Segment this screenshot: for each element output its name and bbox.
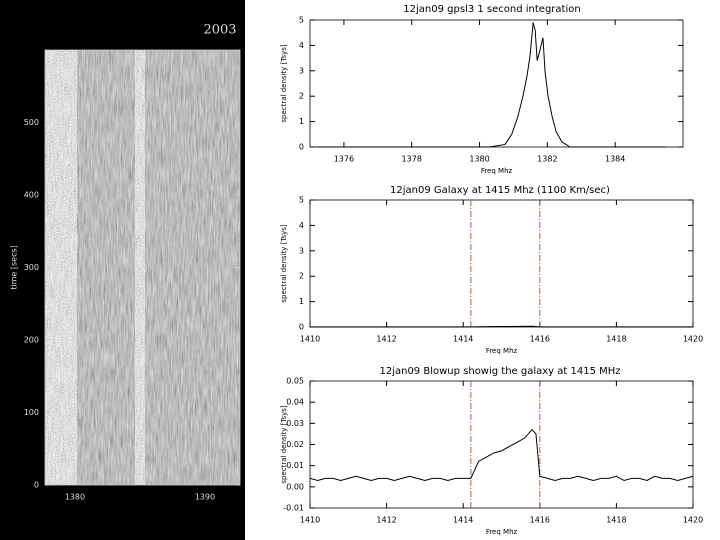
y-tick-label: 4 [299,41,304,50]
plot-frame [309,199,694,328]
y-tick-label: 500 [24,118,39,127]
y-tick-label: 0.02 [286,440,304,449]
x-axis-label: Freq Mhz [486,528,518,536]
y-tick-label: 3 [299,66,304,75]
x-tick-label: 1380 [469,155,489,164]
y-tick-label: 100 [24,408,39,417]
plot-frame [309,380,694,509]
y-tick-label: 300 [24,263,39,272]
spectrum-line [309,428,694,482]
x-tick-label: 1376 [334,155,354,164]
y-tick-label: 0 [299,143,304,152]
x-tick-label: 1380 [65,493,85,502]
y-tick-label: 400 [24,191,39,200]
x-tick-label: 1410 [300,335,320,344]
waterfall-noise-edge [45,50,77,485]
x-tick-label: 1390 [195,493,215,502]
y-tick-label: -0.01 [283,504,304,513]
y-tick-label: 0.00 [286,482,304,491]
y-tick-label: 2 [299,92,304,101]
x-tick-label: 1382 [537,155,557,164]
x-tick-label: 1416 [530,335,550,344]
spectrum-line [310,325,693,328]
y-tick-label: 0.03 [286,419,304,428]
y-axis-label: spectral density [Tsys] [280,224,288,303]
x-axis-label: Freq Mhz [481,167,513,175]
y-tick-label: 1 [299,297,304,306]
x-tick-label: 1420 [683,335,703,344]
y-tick-label: 1 [299,117,304,126]
x-axis-label: Freq Mhz [486,347,518,355]
x-tick-label: 1378 [402,155,422,164]
y-axis-label: spectral density [Tsys] [280,405,288,484]
chart-title: 2003 [203,23,236,38]
waterfall-stripe [135,50,145,485]
x-tick-label: 1416 [530,516,550,525]
y-tick-label: 200 [24,336,39,345]
chart-title: 12jan09 Galaxy at 1415 Mhz (1100 Km/sec) [390,185,610,196]
x-tick-label: 1412 [376,335,396,344]
x-tick-label: 1420 [683,516,703,525]
x-tick-label: 1418 [606,335,626,344]
y-axis-label: spectral density [Tsys] [280,44,288,123]
y-tick-label: 0.04 [286,398,304,407]
y-tick-label: 2 [299,272,304,281]
chart-title: 12jan09 gpsl3 1 second integration [403,4,580,15]
y-tick-label: 0 [34,481,39,490]
y-tick-label: 4 [299,221,304,230]
y-tick-label: 5 [299,16,304,25]
waterfall-panel: 1380 1390 0 100 200 300 400 500 2003 time [secs] [0,0,245,540]
x-tick-label: 1410 [300,516,320,525]
y-tick-label: 3 [299,246,304,255]
y-tick-label: 0 [299,323,304,332]
y-tick-label: 0.05 [286,377,304,386]
chart-title: 12jan09 Blowup showig the galaxy at 1415… [379,366,620,377]
x-tick-label: 1414 [453,516,473,525]
y-axis-label: time [secs] [10,245,19,290]
y-tick-label: 5 [299,196,304,205]
x-tick-label: 1384 [605,155,625,164]
y-tick-label: 0.01 [286,461,304,470]
x-tick-label: 1414 [453,335,473,344]
spectrum-line [316,22,667,148]
x-tick-label: 1412 [376,516,396,525]
x-tick-label: 1418 [606,516,626,525]
plot-frame [309,19,684,148]
